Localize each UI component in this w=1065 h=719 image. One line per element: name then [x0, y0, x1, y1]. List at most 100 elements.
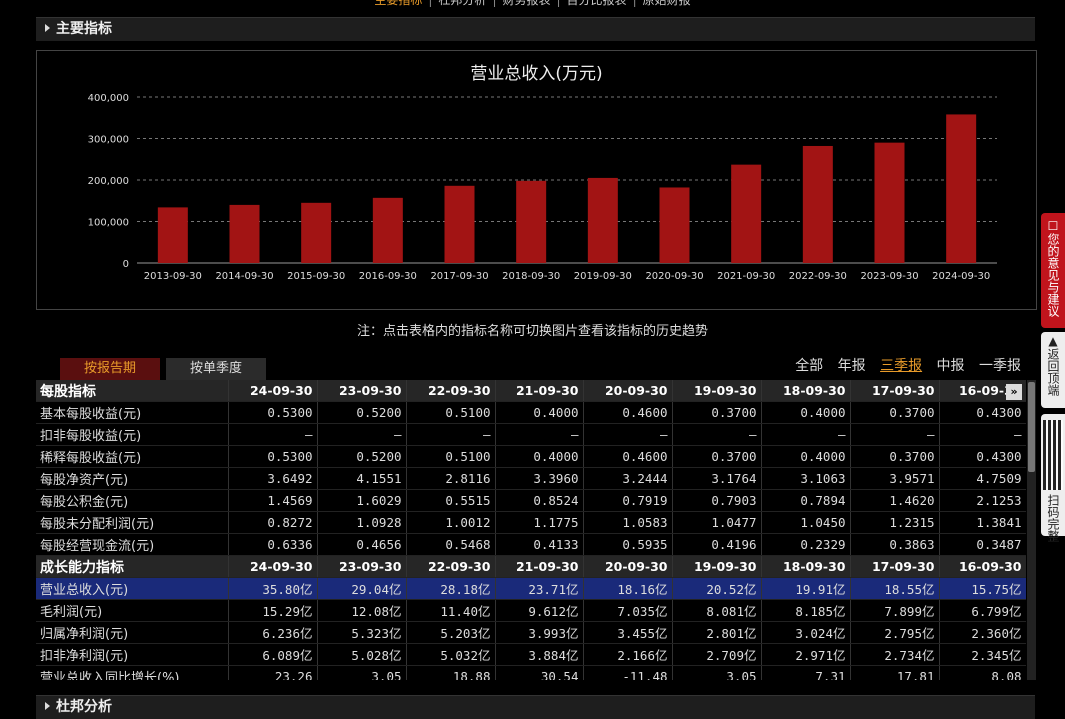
chart-bar[interactable] — [731, 164, 762, 263]
qr-code-panel[interactable]: 扫码完整 — [1041, 414, 1065, 542]
table-row: 每股经营现金流(元) 0.6336 0.4656 0.5468 0.4133 0.5935… — [36, 533, 1026, 556]
indicator-name[interactable]: 稀释每股收益(元) — [36, 445, 229, 468]
table-cell: 0.4000 — [495, 401, 584, 424]
indicator-name[interactable]: 每股经营现金流(元) — [36, 533, 229, 556]
table-cell: 0.4600 — [583, 401, 673, 424]
table-cell: 4.1551 — [317, 467, 407, 490]
feedback-button[interactable]: ☐ 您的意见与建议 — [1041, 213, 1065, 328]
chart-bar[interactable] — [587, 177, 618, 263]
chart-bar[interactable] — [229, 204, 260, 263]
table-cell: 5.032亿 — [406, 643, 496, 666]
filter-q3[interactable]: 三季报 — [880, 358, 923, 374]
table-cell: 2.8116 — [406, 467, 496, 490]
table-cell: 2.345亿 — [939, 643, 1026, 666]
table-cell: 5.323亿 — [317, 621, 407, 644]
group-title: 成长能力指标 — [36, 555, 229, 578]
table-row: 每股净资产(元) 3.6492 4.1551 2.8116 3.3960 3.2444 3.… — [36, 467, 1026, 490]
table-cell: 0.4656 — [317, 533, 407, 556]
x-tick-label: 2023-09-30 — [860, 271, 918, 282]
nav-separator: | — [632, 0, 637, 7]
table-cell: 1.6029 — [317, 489, 407, 512]
table-cell: 4.7509 — [939, 467, 1026, 490]
table-cell: 2.801亿 — [672, 621, 762, 644]
table-cell: 12.08亿 — [317, 599, 407, 622]
section-header-main[interactable]: 主要指标 — [36, 17, 1035, 41]
x-tick-label: 2020-09-30 — [645, 271, 703, 282]
indicator-name[interactable]: 扣非每股收益(元) — [36, 423, 229, 446]
chart-note: 注：点击表格内的指标名称可切换图片查看该指标的历史趋势 — [356, 324, 708, 339]
indicator-name[interactable]: 每股公积金(元) — [36, 489, 229, 512]
indicator-name[interactable]: 营业总收入(元) — [36, 577, 229, 600]
section-header-dupont[interactable]: 杜邦分析 — [36, 695, 1035, 719]
table-row: 扣非每股收益(元) — — — — — — — — — — [36, 423, 1026, 446]
filter-mid[interactable]: 中报 — [936, 358, 965, 374]
indicator-name[interactable]: 基本每股收益(元) — [36, 401, 229, 424]
chart-bar[interactable] — [444, 185, 475, 263]
period-header: 23-09-30 — [317, 380, 407, 402]
table-cell: 2.709亿 — [672, 643, 762, 666]
indicator-name[interactable]: 每股净资产(元) — [36, 467, 229, 490]
group-title: 每股指标 — [36, 380, 229, 402]
indicator-table: 每股指标 24-09-30 23-09-30 22-09-30 21-09-30 20-0… — [36, 380, 1026, 680]
table-cell: 11.40亿 — [406, 599, 496, 622]
indicator-name[interactable]: 扣非净利润(元) — [36, 643, 229, 666]
table-cell: 3.6492 — [228, 467, 318, 490]
tab-by-report[interactable]: 按报告期 — [60, 358, 160, 380]
indicator-name[interactable]: 营业总收入同比增长(%) — [36, 665, 229, 680]
qr-code-icon — [1043, 420, 1063, 490]
scroll-right-button[interactable]: » — [1006, 384, 1022, 400]
x-tick-label: 2013-09-30 — [144, 271, 202, 282]
chart-bar[interactable] — [157, 207, 188, 263]
table-cell: 6.236亿 — [228, 621, 318, 644]
table-cell: 0.4300 — [939, 445, 1026, 468]
feedback-label: 您的意见与建议 — [1046, 233, 1060, 317]
table-cell: 1.4569 — [228, 489, 318, 512]
table-row: 每股未分配利润(元) 0.8272 1.0928 1.0012 1.1775 1.0583… — [36, 511, 1026, 534]
indicator-name[interactable]: 归属净利润(元) — [36, 621, 229, 644]
table-cell: 7.899亿 — [850, 599, 940, 622]
tab-by-quarter[interactable]: 按单季度 — [166, 358, 266, 380]
table-cell: 2.166亿 — [583, 643, 673, 666]
chart-bar[interactable] — [372, 197, 403, 263]
period-header: 24-09-30 — [228, 380, 318, 402]
table-cell: 0.5300 — [228, 401, 318, 424]
table-row: 营业总收入(元) 35.80亿 29.04亿 28.18亿 23.71亿 18.16亿 20… — [36, 577, 1026, 600]
nav-item[interactable]: 原始财报 — [642, 0, 691, 7]
table-scrollbar[interactable] — [1027, 380, 1036, 680]
period-header: 24-09-30 — [228, 555, 318, 578]
filter-all[interactable]: 全部 — [795, 358, 824, 374]
back-to-top-button[interactable]: ▲ 返回顶端 — [1041, 332, 1065, 408]
chart-bar[interactable] — [659, 187, 690, 263]
nav-separator: | — [556, 0, 561, 7]
chart-bar[interactable] — [874, 142, 905, 263]
indicator-name[interactable]: 毛利润(元) — [36, 599, 229, 622]
nav-item[interactable]: 百分比报表 — [566, 0, 627, 7]
nav-item[interactable]: 财务报表 — [502, 0, 551, 7]
table-cell: 19.91亿 — [761, 577, 851, 600]
table-cell: 1.0012 — [406, 511, 496, 534]
nav-item[interactable]: 主要指标 — [374, 0, 423, 7]
filter-q1[interactable]: 一季报 — [979, 358, 1021, 374]
indicator-name[interactable]: 每股未分配利润(元) — [36, 511, 229, 534]
table-cell: 23.71亿 — [495, 577, 584, 600]
chart-bar[interactable] — [301, 202, 332, 263]
table-cell: 18.16亿 — [583, 577, 673, 600]
chart-bar[interactable] — [802, 145, 833, 263]
period-header: 20-09-30 — [583, 380, 673, 402]
table-cell: 0.3863 — [850, 533, 940, 556]
table-group-header: 成长能力指标 24-09-30 23-09-30 22-09-30 21-09-30 20… — [36, 555, 1026, 578]
period-header: 18-09-30 — [761, 555, 851, 578]
period-header: 16-09-30 — [939, 380, 1026, 402]
filter-annual[interactable]: 年报 — [837, 358, 866, 374]
table-cell: 2.1253 — [939, 489, 1026, 512]
period-header: 21-09-30 — [495, 555, 584, 578]
nav-item[interactable]: 杜邦分析 — [438, 0, 487, 7]
scrollbar-thumb[interactable] — [1028, 382, 1035, 472]
table-row: 归属净利润(元) 6.236亿 5.323亿 5.203亿 3.993亿 3.455亿 2.… — [36, 621, 1026, 644]
table-cell: 7.035亿 — [583, 599, 673, 622]
chart-bar[interactable] — [516, 180, 547, 263]
table-cell: — — [672, 423, 762, 446]
table-cell: 3.024亿 — [761, 621, 851, 644]
table-cell: 35.80亿 — [228, 577, 318, 600]
chart-bar[interactable] — [946, 114, 977, 264]
